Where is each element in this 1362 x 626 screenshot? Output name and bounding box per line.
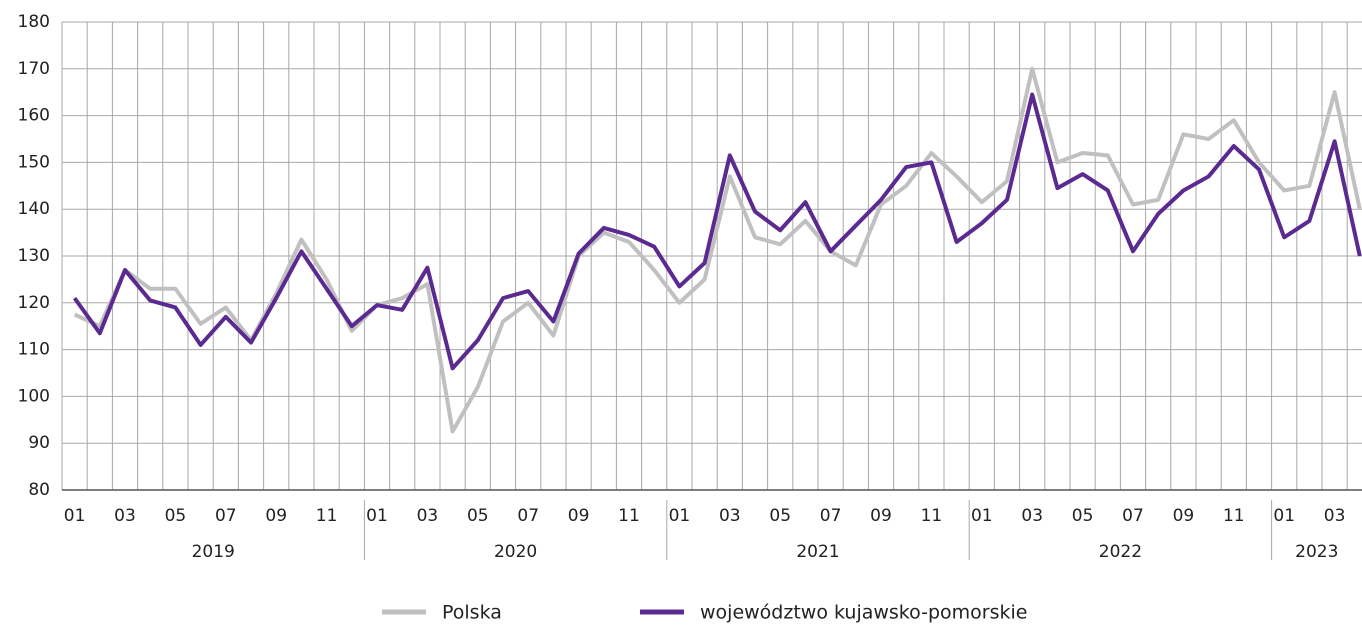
y-tick-label: 100 [18, 386, 50, 406]
x-tick-label: 07 [1122, 506, 1144, 526]
y-tick-label: 120 [18, 293, 50, 313]
x-tick-label: 05 [769, 506, 791, 526]
x-tick-label: 01 [971, 506, 993, 526]
x-tick-label: 07 [820, 506, 842, 526]
y-tick-label: 110 [18, 340, 50, 360]
x-tick-label: 03 [114, 506, 136, 526]
x-tick-label: 01 [1273, 506, 1295, 526]
x-tick-label: 03 [719, 506, 741, 526]
legend-label: Polska [442, 602, 502, 624]
y-tick-label: 80 [28, 480, 50, 500]
year-label: 2023 [1295, 542, 1338, 562]
y-tick-label: 150 [18, 152, 50, 172]
x-tick-label: 07 [517, 506, 539, 526]
x-tick-label: 05 [165, 506, 187, 526]
year-label: 2019 [192, 542, 235, 562]
x-tick-label: 11 [1223, 506, 1245, 526]
y-tick-label: 180 [18, 12, 50, 32]
y-tick-label: 140 [18, 199, 50, 219]
legend-label: województwo kujawsko-pomorskie [700, 602, 1027, 624]
x-tick-label: 09 [265, 506, 287, 526]
x-tick-label: 11 [618, 506, 640, 526]
x-tick-label: 01 [64, 506, 86, 526]
x-tick-label: 11 [316, 506, 338, 526]
x-tick-label: 03 [1021, 506, 1043, 526]
x-tick-label: 05 [1072, 506, 1094, 526]
y-tick-label: 160 [18, 106, 50, 126]
y-tick-label: 130 [18, 246, 50, 266]
x-tick-label: 11 [921, 506, 943, 526]
x-tick-label: 09 [1173, 506, 1195, 526]
y-tick-label: 90 [28, 433, 50, 453]
x-tick-label: 03 [417, 506, 439, 526]
x-tick-label: 01 [366, 506, 388, 526]
x-tick-label: 01 [669, 506, 691, 526]
y-tick-label: 170 [18, 59, 50, 79]
x-tick-label: 05 [467, 506, 489, 526]
year-label: 2021 [796, 542, 839, 562]
year-label: 2020 [494, 542, 537, 562]
x-tick-label: 09 [870, 506, 892, 526]
year-label: 2022 [1099, 542, 1142, 562]
x-tick-label: 07 [215, 506, 237, 526]
series-line [73, 66, 1362, 434]
series-line [72, 92, 1362, 371]
x-tick-label: 09 [568, 506, 590, 526]
x-tick-label: 03 [1324, 506, 1346, 526]
